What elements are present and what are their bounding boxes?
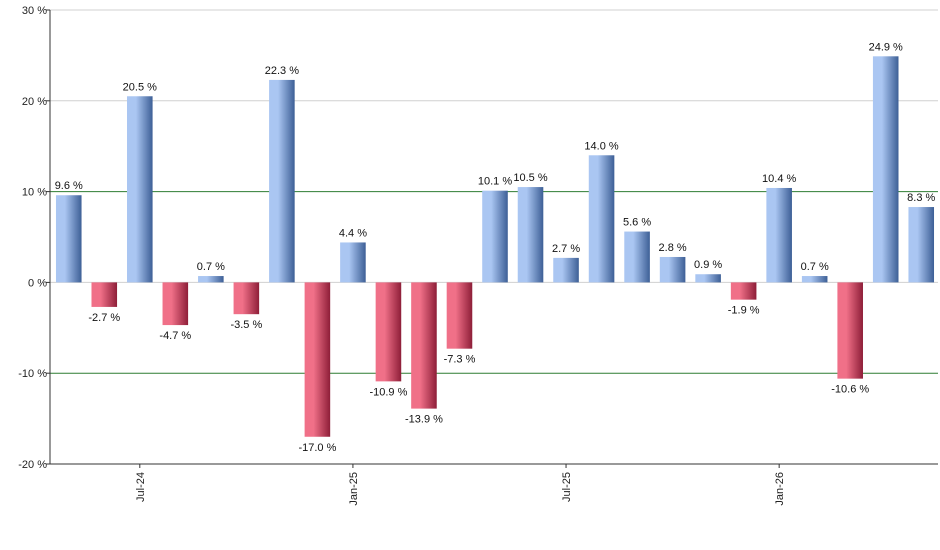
x-tick-label: Jan-26 <box>774 472 786 506</box>
bar <box>624 231 650 283</box>
bar <box>162 282 189 326</box>
bar <box>695 274 721 283</box>
x-tick-label: Jan-25 <box>348 472 360 506</box>
bars <box>55 56 935 437</box>
bar-value-label: -1.9 % <box>728 305 760 317</box>
bar <box>553 257 579 283</box>
bar <box>872 56 899 283</box>
x-tick-label: Jul-24 <box>135 472 147 502</box>
bar-value-label: -7.3 % <box>444 354 476 366</box>
bar-value-label: 4.4 % <box>339 227 367 239</box>
bar <box>269 79 295 283</box>
bar-value-label: 2.7 % <box>552 243 580 255</box>
y-tick-label: 20 % <box>22 96 47 108</box>
bar <box>482 190 508 283</box>
bar <box>517 187 544 283</box>
bar-value-label: -10.6 % <box>831 384 869 396</box>
bar <box>55 195 82 283</box>
bar-value-label: 0.9 % <box>694 259 722 271</box>
bar-value-label: 5.6 % <box>623 217 651 229</box>
bar <box>588 155 615 283</box>
bar-value-label: -17.0 % <box>298 442 336 454</box>
bar <box>340 242 366 283</box>
bar-value-label: -4.7 % <box>159 330 191 342</box>
labels: -20 % -10 % 0 % 10 % 20 % 30 % 9.6 % -2.7 % 20.5… <box>18 5 935 506</box>
bar-value-label: 10.5 % <box>513 172 547 184</box>
bar <box>304 282 331 437</box>
bar-value-label: 20.5 % <box>123 81 157 93</box>
y-tick-label: -10 % <box>18 368 47 380</box>
bar-value-label: 2.8 % <box>659 242 687 254</box>
y-tick-label: 10 % <box>22 187 47 199</box>
y-tick-label: 30 % <box>22 5 47 17</box>
bar <box>801 276 828 283</box>
bar <box>127 96 153 283</box>
y-tick-label: -20 % <box>18 459 47 471</box>
bar-value-label: 8.3 % <box>907 192 935 204</box>
bar <box>837 282 863 379</box>
bar-value-label: 14.0 % <box>584 140 618 152</box>
bar <box>730 282 757 300</box>
bar-value-label: -2.7 % <box>88 312 120 324</box>
bar <box>659 256 686 283</box>
bar-value-label: 10.1 % <box>478 176 512 188</box>
bar-value-label: 24.9 % <box>869 41 903 53</box>
bar <box>375 282 402 382</box>
bar-value-label: 9.6 % <box>55 180 83 192</box>
bar-value-label: 0.7 % <box>801 261 829 273</box>
bar <box>766 187 792 283</box>
bar-value-label: 0.7 % <box>197 261 225 273</box>
bar <box>908 207 935 283</box>
bar <box>91 282 118 307</box>
bar-value-label: 10.4 % <box>762 173 796 185</box>
y-tick-label: 0 % <box>28 277 47 289</box>
bar <box>446 282 473 349</box>
bar-value-label: -3.5 % <box>230 319 262 331</box>
bar-value-label: -10.9 % <box>369 386 407 398</box>
bar-value-label: -13.9 % <box>405 414 443 426</box>
bar <box>411 282 437 409</box>
x-tick-label: Jul-25 <box>561 472 573 502</box>
bar-value-label: 22.3 % <box>265 65 299 77</box>
bar <box>198 276 224 283</box>
axes <box>46 9 938 468</box>
bar <box>233 282 260 315</box>
